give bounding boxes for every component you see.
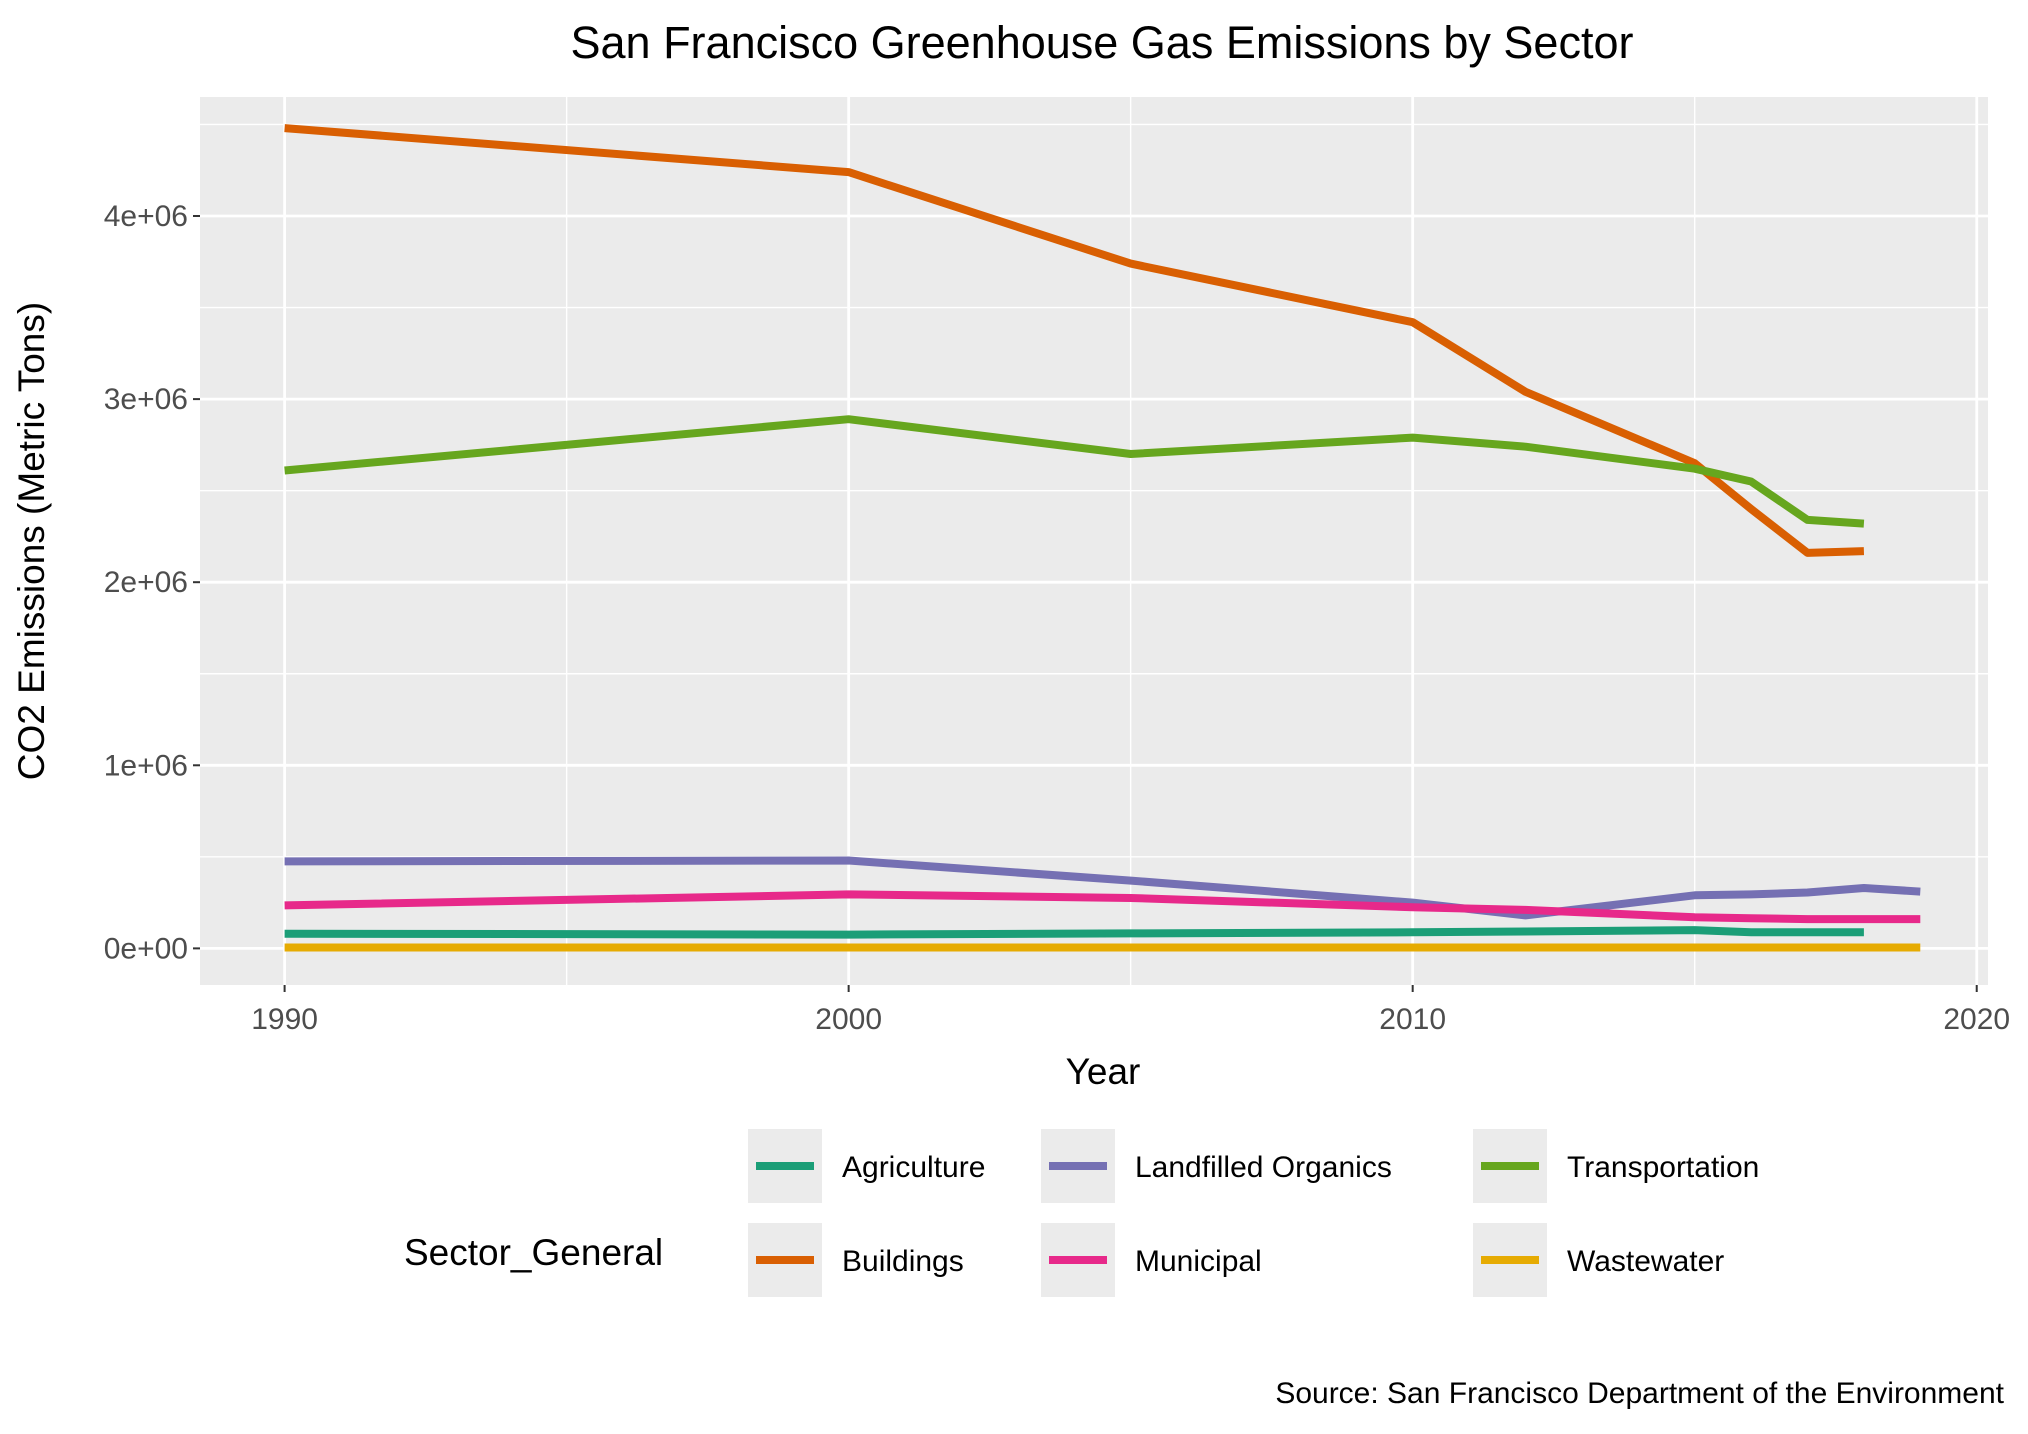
legend-label-buildings: Buildings [842,1245,964,1278]
y-tick-label: 1e+06 [104,749,188,782]
y-axis-title: CO2 Emissions (Metric Tons) [11,302,52,780]
x-tick-label: 2000 [815,1003,882,1036]
series-line-landfilled-organics [284,856,1921,920]
series-line-buildings [284,124,1865,557]
x-tick-label: 1990 [251,1003,318,1036]
legend-label-wastewater: Wastewater [1567,1245,1724,1278]
legend-label-landfilled-organics: Landfilled Organics [1135,1151,1392,1184]
chart-title: San Francisco Greenhouse Gas Emissions b… [571,17,1634,68]
y-tick-label: 3e+06 [104,383,188,416]
x-axis: 1990 2000 2010 2020 [251,985,2010,1036]
legend-label-transportation: Transportation [1567,1151,1759,1184]
legend-title: Sector_General [404,1232,663,1273]
legend-label-agriculture: Agriculture [842,1151,985,1184]
y-tick-label: 0e+00 [104,932,188,965]
series-line-agriculture [284,926,1864,939]
x-tick-label: 2010 [1379,1003,1446,1036]
plot-panel [200,97,1988,985]
series-lines [284,124,1921,952]
chart-caption: Source: San Francisco Department of the … [1275,1377,2004,1410]
legend: Sector_General Agriculture Buildings Landf… [404,1129,1759,1297]
x-axis-title: Year [1066,1051,1141,1092]
series-line-transportation [284,415,1865,528]
x-tick-label: 2020 [1943,1003,2010,1036]
y-tick-label: 2e+06 [104,566,188,599]
legend-label-municipal: Municipal [1135,1245,1262,1278]
series-line-municipal [284,890,1921,924]
y-axis: 0e+00 1e+06 2e+06 3e+06 4e+06 [104,200,200,965]
minor-gridlines [200,97,1988,985]
y-tick-label: 4e+06 [104,200,188,233]
